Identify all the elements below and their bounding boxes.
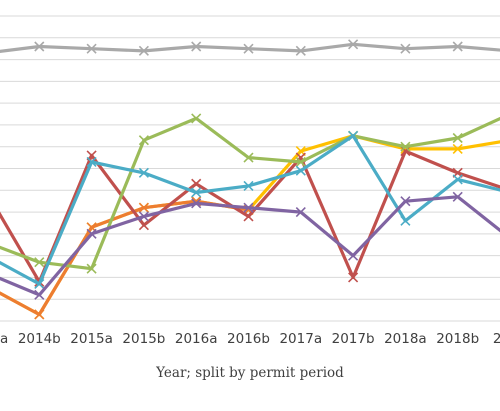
data-point-marker bbox=[34, 278, 45, 290]
data-point-marker bbox=[191, 178, 202, 189]
x-tick-label: 2018b bbox=[436, 331, 479, 347]
data-point-marker bbox=[243, 152, 254, 163]
data-point-marker bbox=[86, 156, 97, 168]
data-point-marker bbox=[243, 43, 254, 54]
x-tick-label: 2014b bbox=[18, 331, 61, 347]
x-tick-label: 2016a bbox=[175, 331, 218, 347]
data-point-marker bbox=[243, 180, 254, 191]
x-tick-labels: 2014a 2014b 2015a 2015b 2016a 2016b 2017a 2017b… bbox=[0, 331, 500, 347]
data-point-marker bbox=[138, 167, 149, 178]
data-point-marker bbox=[295, 207, 306, 218]
data-point-marker bbox=[243, 211, 254, 222]
series-line bbox=[0, 42, 500, 53]
data-point-marker bbox=[452, 41, 463, 52]
data-point-marker bbox=[34, 41, 45, 52]
data-point-marker bbox=[348, 272, 359, 283]
data-point-marker bbox=[295, 45, 306, 56]
x-tick-label: 2017b bbox=[332, 331, 375, 347]
x-tick-label: 2016b bbox=[227, 331, 270, 347]
series-5 bbox=[0, 130, 500, 290]
data-point-marker bbox=[138, 202, 149, 213]
data-point-marker bbox=[34, 289, 45, 300]
data-point-marker bbox=[138, 135, 149, 146]
x-axis-title: Year; split by permit period bbox=[155, 365, 344, 381]
x-tick-label: 2019 bbox=[493, 331, 500, 347]
data-point-marker bbox=[191, 113, 202, 124]
x-tick-label: 2015a bbox=[70, 331, 113, 347]
data-point-marker bbox=[400, 215, 411, 226]
data-point-marker bbox=[452, 132, 463, 144]
series-layer bbox=[0, 39, 500, 320]
series-2 bbox=[0, 196, 254, 320]
series-line bbox=[0, 149, 500, 284]
data-point-marker bbox=[86, 228, 97, 239]
x-tick-label: 2015b bbox=[122, 331, 165, 347]
x-tick-label: 2018a bbox=[384, 331, 427, 347]
data-point-marker bbox=[191, 41, 202, 52]
data-point-marker bbox=[348, 250, 359, 261]
data-point-marker bbox=[138, 220, 149, 231]
data-point-marker bbox=[34, 257, 45, 268]
series-0 bbox=[0, 39, 500, 56]
data-point-marker bbox=[86, 43, 97, 54]
data-point-marker bbox=[295, 156, 306, 168]
series-3 bbox=[0, 146, 500, 287]
data-point-marker bbox=[452, 174, 463, 185]
data-point-marker bbox=[400, 43, 411, 54]
data-point-marker bbox=[138, 45, 149, 56]
x-tick-label: 2014a bbox=[0, 331, 8, 347]
series-6 bbox=[0, 191, 500, 300]
data-point-marker bbox=[348, 39, 359, 50]
data-point-marker bbox=[138, 211, 149, 222]
x-tick-label: 2017a bbox=[279, 331, 322, 347]
data-point-marker bbox=[34, 309, 45, 320]
data-point-marker bbox=[348, 130, 359, 141]
data-point-marker bbox=[452, 191, 463, 202]
series-line bbox=[0, 134, 500, 317]
data-point-marker bbox=[86, 263, 97, 274]
data-point-marker bbox=[452, 143, 463, 154]
gridlines bbox=[0, 15, 500, 322]
data-point-marker bbox=[400, 146, 411, 157]
data-point-marker bbox=[191, 198, 202, 209]
data-point-marker bbox=[243, 202, 254, 213]
data-point-marker bbox=[295, 165, 306, 176]
data-point-marker bbox=[400, 196, 411, 207]
data-point-marker bbox=[400, 141, 411, 152]
data-point-marker bbox=[191, 187, 202, 198]
